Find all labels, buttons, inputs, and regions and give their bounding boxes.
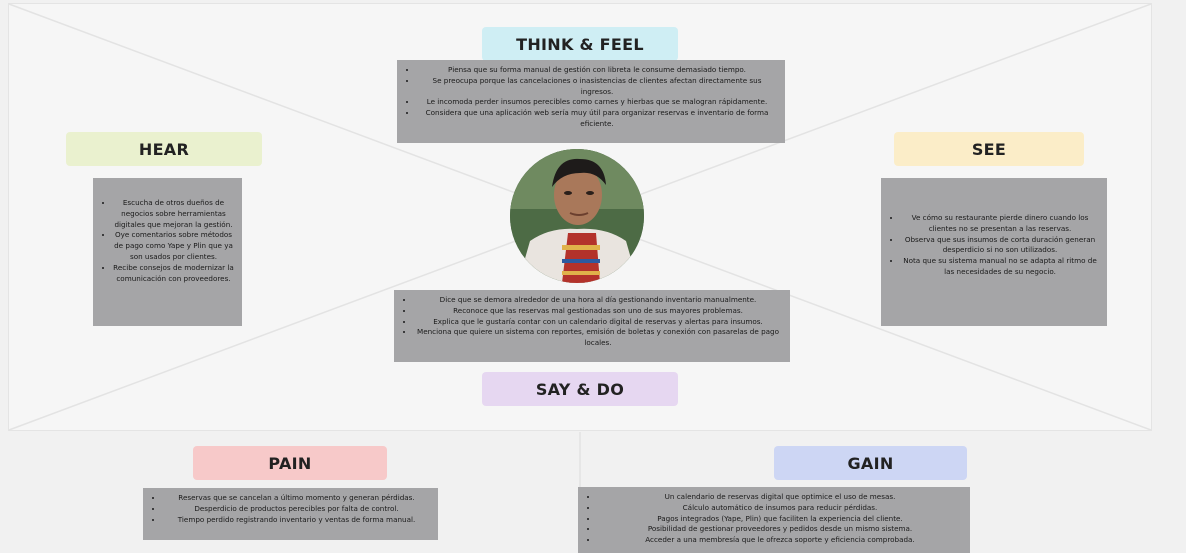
list-item: Recibe consejos de modernizar la comunic… [113,263,234,285]
pain-list: Reservas que se cancelan a último moment… [151,493,430,525]
list-item: Le incomoda perder insumos perecibles co… [417,97,777,108]
see-note: Ve cómo su restaurante pierde dinero cua… [881,178,1107,326]
hear-note: Escucha de otros dueños de negocios sobr… [93,178,242,326]
persona-portrait [510,149,644,283]
list-item: Cálculo automático de insumos para reduc… [598,503,962,514]
list-item: Acceder a una membresía que le ofrezca s… [598,535,962,546]
gain-note: Un calendario de reservas digital que op… [578,487,970,553]
see-list: Ve cómo su restaurante pierde dinero cua… [889,213,1099,278]
pain-note: Reservas que se cancelan a último moment… [143,488,438,540]
list-item: Ve cómo su restaurante pierde dinero cua… [901,213,1099,235]
list-item: Explica que le gustaría contar con un ca… [414,317,782,328]
list-item: Posibilidad de gestionar proveedores y p… [598,524,962,535]
think-feel-note: Piensa que su forma manual de gestión co… [397,60,785,143]
list-item: Reconoce que las reservas mal gestionada… [414,306,782,317]
gain-title: GAIN [774,446,967,480]
list-item: Observa que sus insumos de corta duració… [901,235,1099,257]
list-item: Menciona que quiere un sistema con repor… [414,327,782,349]
think-feel-list: Piensa que su forma manual de gestión co… [405,65,777,130]
list-item: Un calendario de reservas digital que op… [598,492,962,503]
list-item: Pagos integrados (Yape, Plin) que facili… [598,514,962,525]
list-item: Escucha de otros dueños de negocios sobr… [113,198,234,230]
see-title: SEE [894,132,1084,166]
think-feel-title: THINK & FEEL [482,27,678,61]
say-do-note: Dice que se demora alrededor de una hora… [394,290,790,362]
list-item: Considera que una aplicación web sería m… [417,108,777,130]
hear-title: HEAR [66,132,262,166]
list-item: Reservas que se cancelan a último moment… [163,493,430,504]
list-item: Se preocupa porque las cancelaciones o i… [417,76,777,98]
list-item: Piensa que su forma manual de gestión co… [417,65,777,76]
gain-list: Un calendario de reservas digital que op… [586,492,962,546]
list-item: Nota que su sistema manual no se adapta … [901,256,1099,278]
list-item: Desperdicio de productos perecibles por … [163,504,430,515]
list-item: Oye comentarios sobre métodos de pago co… [113,230,234,262]
hear-list: Escucha de otros dueños de negocios sobr… [101,198,234,284]
pain-title: PAIN [193,446,387,480]
persona-avatar [510,149,644,283]
list-item: Dice que se demora alrededor de una hora… [414,295,782,306]
say-do-list: Dice que se demora alrededor de una hora… [402,295,782,349]
say-do-title: SAY & DO [482,372,678,406]
list-item: Tiempo perdido registrando inventario y … [163,515,430,526]
